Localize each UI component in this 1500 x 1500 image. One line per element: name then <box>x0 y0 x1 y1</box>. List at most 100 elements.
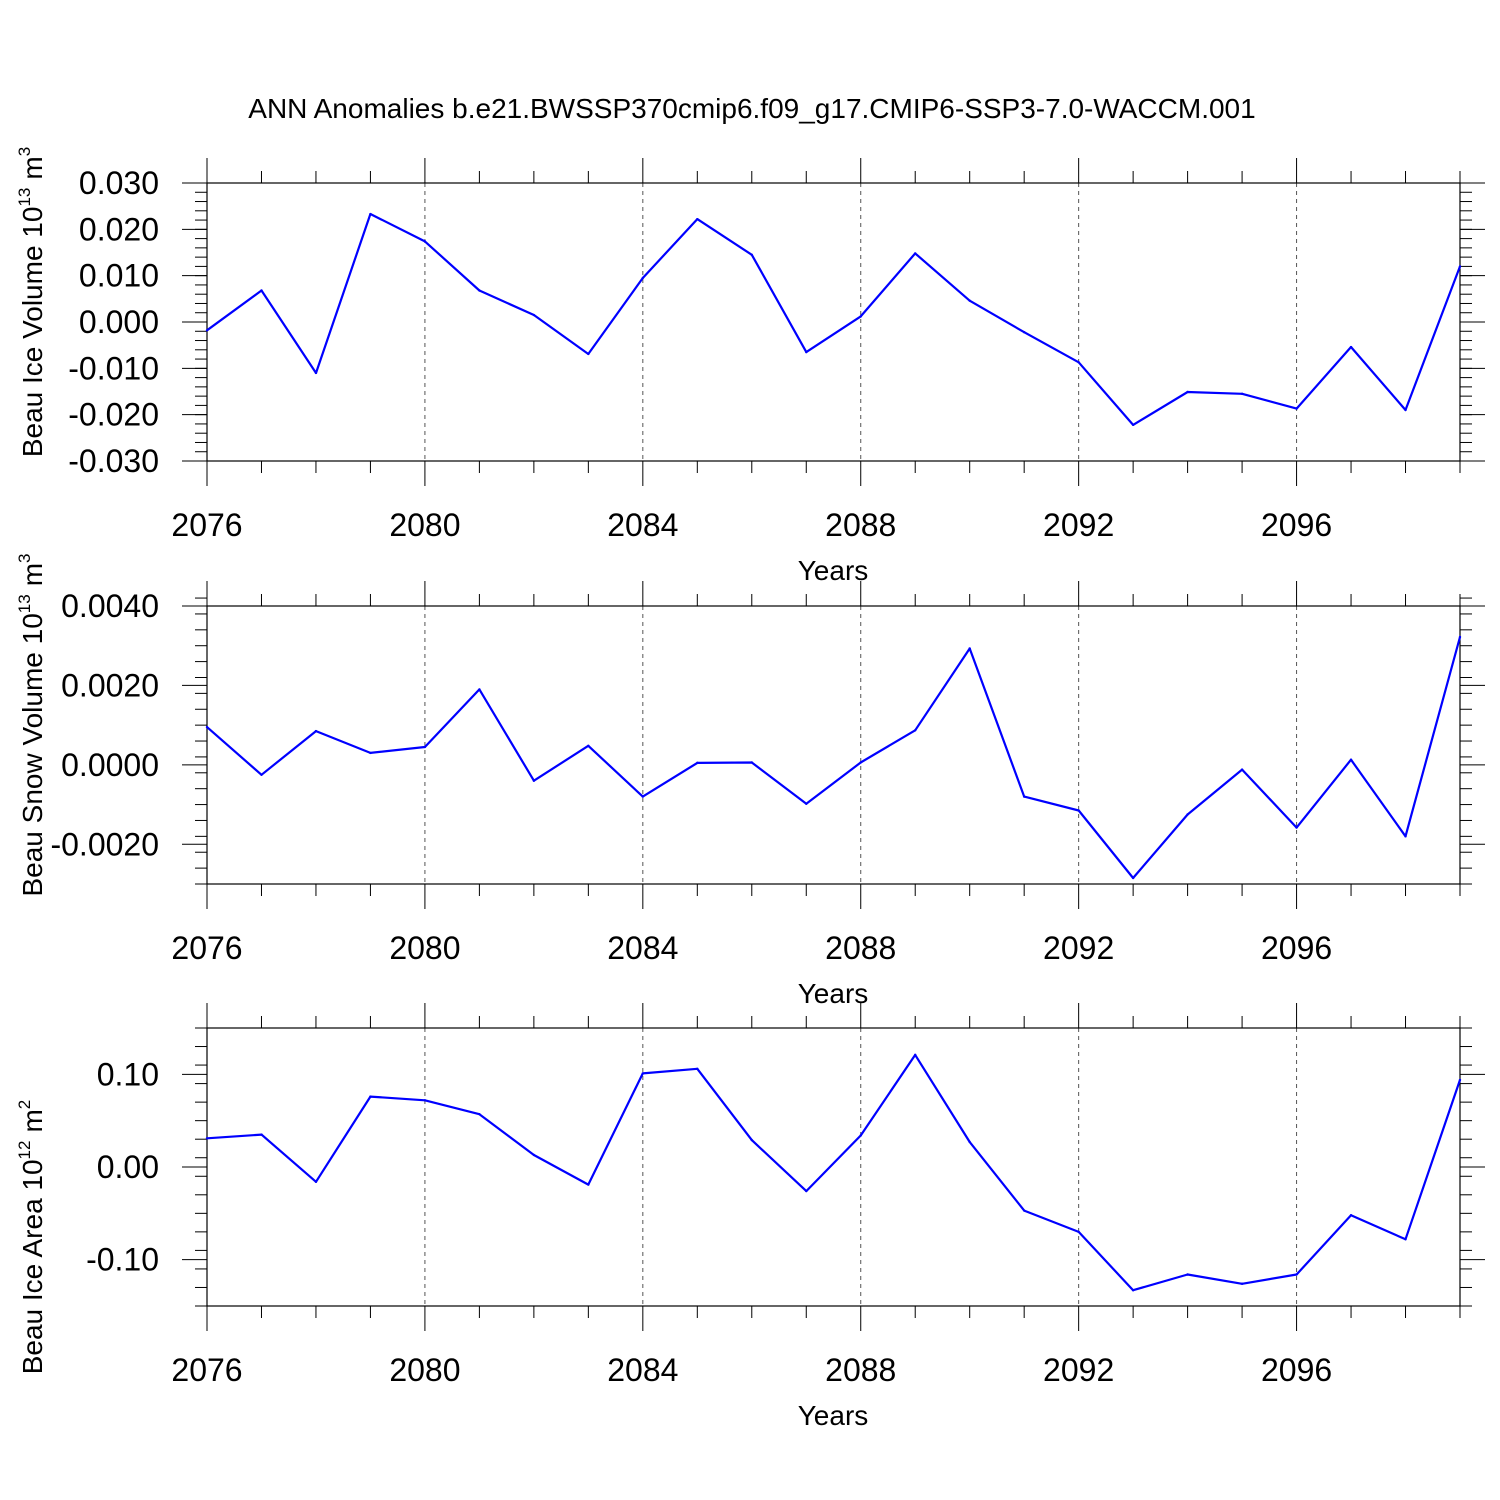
data-point <box>859 1134 862 1137</box>
data-point <box>1404 408 1407 412</box>
y-tick-label: 0.00 <box>97 1149 159 1185</box>
x-tick-label: 2076 <box>171 930 242 966</box>
data-point <box>1349 1213 1353 1217</box>
data-point <box>260 289 263 292</box>
data-point <box>1349 345 1353 349</box>
data-point <box>1295 826 1298 829</box>
data-point <box>641 1072 645 1075</box>
y-tick-label: -0.0020 <box>50 826 159 862</box>
x-tick-label: 2096 <box>1261 507 1332 543</box>
data-point <box>205 1137 209 1140</box>
y-axis-label-unit: m <box>17 1109 48 1132</box>
x-tick-label: 2076 <box>171 507 242 543</box>
y-axis-label-unit-exponent: 2 <box>15 1100 34 1109</box>
data-point <box>914 729 917 732</box>
data-point <box>1186 390 1189 394</box>
y-axis-label: Beau Ice Volume 1013 m3 <box>15 147 48 457</box>
x-tick-label: 2096 <box>1261 930 1332 966</box>
data-point <box>1022 330 1026 334</box>
x-axis-label: Years <box>798 978 869 1009</box>
x-axis-label: Years <box>798 1400 869 1431</box>
data-point <box>260 773 263 776</box>
data-point <box>1186 813 1189 816</box>
x-tick-label: 2080 <box>389 507 460 543</box>
data-point <box>696 761 699 765</box>
data-point <box>478 289 481 292</box>
data-point <box>1186 1273 1189 1276</box>
data-point <box>1295 1273 1298 1276</box>
data-point <box>532 779 536 782</box>
data-point <box>314 371 318 375</box>
plot-frame <box>206 1027 1461 1307</box>
data-point <box>1404 1238 1407 1241</box>
data-point <box>968 647 971 650</box>
y-tick-label: -0.010 <box>68 350 159 386</box>
data-point <box>1349 758 1353 761</box>
data-point <box>696 1067 699 1070</box>
y-axis-label: Beau Ice Area 1012 m2 <box>15 1100 48 1375</box>
data-point <box>859 315 862 318</box>
y-tick-label: 0.010 <box>79 258 159 294</box>
data-point <box>968 299 971 302</box>
x-tick-label: 2092 <box>1043 507 1114 543</box>
data-point <box>1240 768 1244 771</box>
data-point <box>423 1099 427 1102</box>
data-point <box>1458 1078 1462 1082</box>
y-axis-label-unit-exponent: 3 <box>15 147 34 156</box>
data-point <box>369 212 372 216</box>
data-point <box>587 1183 590 1186</box>
data-point <box>750 1138 753 1142</box>
y-tick-label: 0.000 <box>79 304 159 340</box>
data-point <box>478 688 481 691</box>
x-tick-label: 2084 <box>607 930 678 966</box>
data-point <box>641 276 645 280</box>
data-point <box>968 1140 971 1144</box>
data-point <box>750 253 753 257</box>
x-tick-label: 2092 <box>1043 1352 1114 1388</box>
data-point <box>859 761 862 764</box>
y-tick-label: 0.10 <box>97 1056 159 1092</box>
y-axis-label-text: Beau Ice Volume 10 <box>17 207 48 458</box>
plot-frame <box>206 605 1461 885</box>
x-tick-label: 2096 <box>1261 1352 1332 1388</box>
data-point <box>1404 835 1407 838</box>
x-tick-label: 2084 <box>607 1352 678 1388</box>
y-axis-label-text: Beau Ice Area 10 <box>17 1159 48 1374</box>
data-point <box>1131 876 1135 880</box>
x-tick-label: 2084 <box>607 507 678 543</box>
x-tick-label: 2080 <box>389 930 460 966</box>
data-point <box>369 1095 372 1098</box>
data-point <box>1240 392 1244 396</box>
data-point <box>641 795 645 798</box>
x-tick-label: 2088 <box>825 507 896 543</box>
data-point <box>314 1180 318 1184</box>
chart-title: ANN Anomalies b.e21.BWSSP370cmip6.f09_g1… <box>248 93 1255 124</box>
data-point <box>1022 1209 1026 1212</box>
x-tick-label: 2088 <box>825 1352 896 1388</box>
data-point <box>1077 361 1080 364</box>
data-point <box>805 1189 808 1193</box>
y-tick-label: 0.0040 <box>61 588 159 624</box>
panel-1: 2076 2080 2084 2088 2092 2096 Years 0.030 0.020 0… <box>15 147 1485 586</box>
data-point <box>1131 423 1135 427</box>
x-tick-label: 2088 <box>825 930 896 966</box>
y-tick-label: -0.030 <box>68 443 159 479</box>
y-tick-label: -0.020 <box>68 397 159 433</box>
y-axis-label-unit-exponent: 3 <box>15 553 34 562</box>
data-point <box>1077 1230 1080 1234</box>
data-point <box>696 217 699 221</box>
panel-3: 2076 2080 2084 2088 2092 2096 Years 0.10 0.00 -0.… <box>15 1003 1485 1431</box>
data-point <box>750 761 753 764</box>
y-tick-label: 0.030 <box>79 165 159 201</box>
y-tick-label: 0.0000 <box>61 747 159 783</box>
series-line <box>206 636 1462 880</box>
data-point <box>1458 635 1462 639</box>
y-tick-label: -0.10 <box>86 1242 159 1278</box>
data-point <box>423 745 427 749</box>
y-axis-label-exponent: 13 <box>15 188 34 207</box>
data-point <box>914 252 917 255</box>
y-axis-label-text: Beau Snow Volume 10 <box>17 613 48 896</box>
panel-2: 2076 2080 2084 2088 2092 2096 Years 0.0040 0.002… <box>15 553 1485 1009</box>
data-point <box>314 729 318 733</box>
